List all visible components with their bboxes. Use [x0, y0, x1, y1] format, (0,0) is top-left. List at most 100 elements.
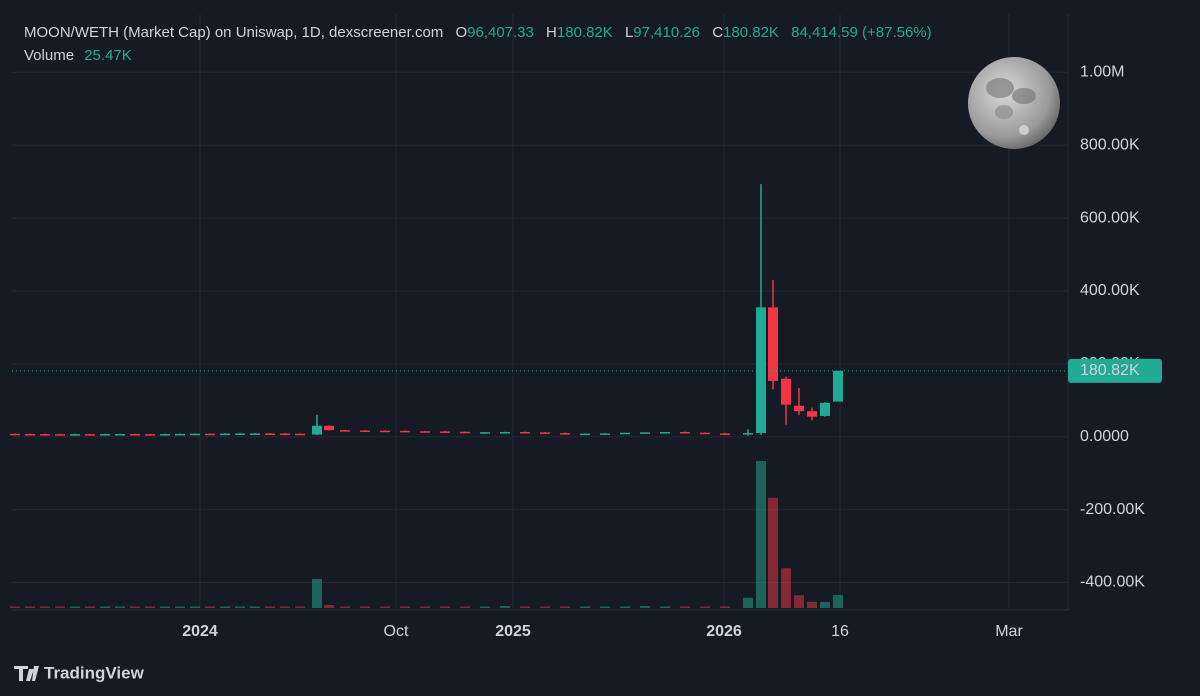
volume-bar — [205, 606, 215, 608]
candle-body — [640, 432, 650, 434]
last-price-badge — [1068, 358, 1162, 383]
candle-body — [10, 433, 20, 436]
candle-body — [205, 433, 215, 436]
x-tick-label: Mar — [995, 623, 1023, 640]
label: C — [712, 24, 723, 41]
candle-body — [400, 430, 410, 433]
volume-bar — [25, 606, 35, 608]
volume-bar — [480, 606, 490, 608]
candle-body — [130, 434, 140, 436]
x-tick-label: 16 — [831, 623, 849, 640]
volume-bar — [781, 568, 791, 608]
volume-bar — [768, 497, 778, 608]
volume-bar — [833, 595, 843, 608]
volume-header: Volume 25.47K — [24, 47, 132, 64]
candle-body — [115, 434, 125, 436]
volume-bar — [660, 606, 670, 608]
candle-body — [460, 431, 470, 434]
candle-body — [500, 431, 510, 434]
candle-body — [55, 434, 65, 436]
chart-header: MOON/WETH (Market Cap) on Uniswap, 1D, d… — [24, 24, 932, 41]
volume-bar — [70, 606, 80, 608]
volume-bar — [145, 606, 155, 608]
volume-bar — [250, 606, 260, 608]
candle-body — [794, 405, 804, 412]
value: 180.82K — [557, 24, 613, 41]
candle-body — [190, 433, 200, 436]
title: MOON/WETH (Market Cap) on Uniswap, 1D, d… — [24, 24, 443, 41]
candle-body — [768, 307, 778, 381]
candle-body — [820, 402, 830, 416]
candle-body — [145, 434, 155, 436]
volume-bar — [100, 606, 110, 608]
candle-body — [520, 431, 530, 434]
volume-bar — [420, 606, 430, 608]
candle-body — [660, 431, 670, 434]
volume-bar — [500, 605, 510, 608]
candle-body — [312, 425, 322, 435]
x-tick-label: 2024 — [182, 623, 218, 640]
candle-body — [580, 433, 590, 436]
candle-body — [360, 430, 370, 433]
volume-bar — [55, 606, 65, 608]
volume-bar — [440, 606, 450, 608]
volume-bar — [235, 606, 245, 608]
candle-body — [540, 432, 550, 434]
candle-body — [700, 432, 710, 435]
volume-bar — [160, 606, 170, 608]
moon-image — [968, 57, 1060, 149]
candle-body — [620, 432, 630, 435]
volume-bar — [460, 606, 470, 608]
volume-bar — [340, 606, 350, 608]
volume-bar — [520, 606, 530, 608]
label: Volume — [24, 47, 74, 64]
candle-body — [85, 434, 95, 436]
candle-body — [265, 433, 275, 435]
volume-bar — [620, 606, 630, 608]
volume-bar — [312, 578, 322, 608]
candle-body — [40, 434, 50, 436]
candle-body — [600, 433, 610, 435]
volume-bar — [600, 606, 610, 608]
value: 25.47K — [84, 47, 132, 64]
volume-bar — [280, 606, 290, 608]
volume-bar — [560, 606, 570, 608]
x-tick-label: 2025 — [495, 623, 531, 640]
volume-bar — [756, 461, 766, 608]
volume-bar — [380, 606, 390, 608]
value: 97,410.26 — [633, 24, 700, 41]
candle-body — [235, 433, 245, 436]
candle-body — [440, 431, 450, 433]
y-tick-label: -400.00K — [1080, 574, 1145, 591]
candle-body — [100, 434, 110, 436]
candle-body — [720, 433, 730, 435]
candle-body — [70, 434, 80, 436]
value: 96,407.33 — [467, 24, 534, 41]
volume-bar — [400, 606, 410, 608]
volume-bar — [720, 606, 730, 608]
candle-body — [25, 433, 35, 436]
volume-bar — [324, 604, 334, 608]
volume-bar — [794, 595, 804, 608]
volume-bar — [40, 606, 50, 608]
volume-bar — [640, 605, 650, 608]
x-tick-label: Oct — [384, 623, 409, 640]
y-tick-label: 800.00K — [1080, 136, 1140, 153]
y-tick-label: -200.00K — [1080, 501, 1145, 518]
volume-bar — [807, 601, 817, 608]
candle-body — [560, 433, 570, 435]
candle-body — [420, 431, 430, 433]
volume-bar — [700, 606, 710, 608]
candle-body — [380, 430, 390, 433]
volume-bar — [130, 606, 140, 608]
volume-bar — [220, 606, 230, 608]
volume-bar — [115, 606, 125, 608]
candle-body — [220, 433, 230, 436]
volume-bar — [175, 606, 185, 608]
last-price-label: 180.82K — [1080, 362, 1140, 379]
candle-body — [340, 430, 350, 432]
label: H — [546, 24, 557, 41]
volume-bar — [680, 606, 690, 608]
